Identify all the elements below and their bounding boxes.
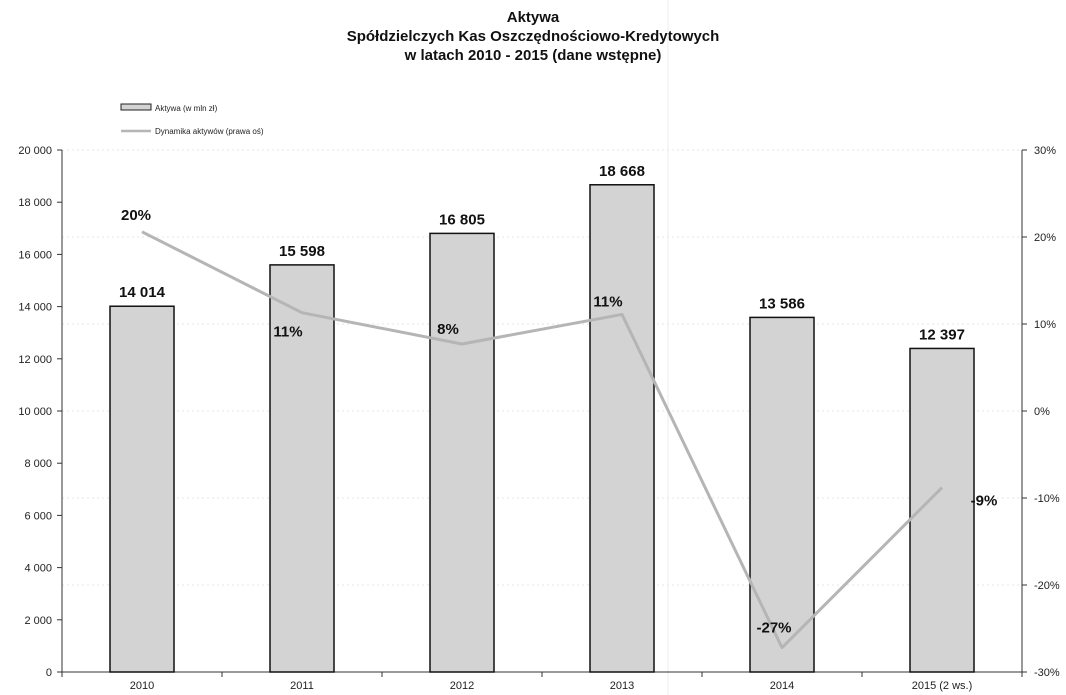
y-left-tick-label: 8 000 <box>24 458 52 470</box>
y-right-tick-label: 0% <box>1034 406 1050 418</box>
bar <box>429 232 495 673</box>
dynamics-line <box>141 230 944 650</box>
bar <box>749 316 815 673</box>
bar-value-label: 13 586 <box>759 295 805 312</box>
x-tick-label: 2013 <box>610 680 634 692</box>
x-tick-label: 2014 <box>770 680 794 692</box>
y-left-tick-label: 16 000 <box>18 249 52 261</box>
y-right-tick-label: -10% <box>1034 493 1060 505</box>
y-left-tick-label: 10 000 <box>18 406 52 418</box>
y-left-tick-label: 0 <box>46 667 52 679</box>
legend-line-label: Dynamika aktywów (prawa oś) <box>155 127 264 136</box>
bar-value-label: 15 598 <box>279 243 325 260</box>
bar-value-label: 14 014 <box>119 284 166 301</box>
legend-bar-label: Aktywa (w mln zł) <box>155 104 218 113</box>
x-tick-label: 2010 <box>130 680 154 692</box>
line-value-label: -27% <box>756 620 791 637</box>
x-tick-label: 2012 <box>450 680 474 692</box>
y-left-tick-label: 18 000 <box>18 197 52 209</box>
bar <box>269 264 335 673</box>
bar <box>109 305 175 673</box>
chart-title-line-3: w latach 2010 - 2015 (dane wstępne) <box>404 47 662 64</box>
x-tick-label: 2011 <box>290 680 314 692</box>
chart-title-line-2: Spółdzielczych Kas Oszczędnościowo-Kredy… <box>347 28 720 45</box>
y-right-tick-label: 30% <box>1034 145 1056 157</box>
y-right-tick-label: -20% <box>1034 580 1060 592</box>
line-value-label: 20% <box>121 207 151 224</box>
line-value-label: 11% <box>593 293 622 310</box>
y-right-tick-label: 20% <box>1034 232 1056 244</box>
line-value-label: 8% <box>437 321 459 338</box>
bar-value-label: 16 805 <box>439 211 485 228</box>
y-left-tick-label: 2 000 <box>24 615 52 627</box>
y-left-tick-label: 4 000 <box>24 563 52 575</box>
y-left-tick-label: 14 000 <box>18 302 52 314</box>
y-right-tick-label: -30% <box>1034 667 1060 679</box>
y-left-tick-label: 20 000 <box>18 145 52 157</box>
y-left-tick-label: 6 000 <box>24 510 52 522</box>
bar <box>589 184 655 673</box>
legend: Aktywa (w mln zł) Dynamika aktywów (praw… <box>120 103 264 136</box>
line-value-label: -9% <box>971 493 998 510</box>
bar-value-label: 12 397 <box>919 326 965 343</box>
line-value-label: 11% <box>273 324 302 341</box>
y-left-tick-label: 12 000 <box>18 354 52 366</box>
legend-bar-swatch <box>120 103 152 111</box>
chart-title-line-1: Aktywa <box>507 9 560 26</box>
bar-value-label: 18 668 <box>599 163 645 180</box>
y-right-tick-label: 10% <box>1034 319 1056 331</box>
x-tick-label: 2015 (2 ws.) <box>912 680 973 692</box>
